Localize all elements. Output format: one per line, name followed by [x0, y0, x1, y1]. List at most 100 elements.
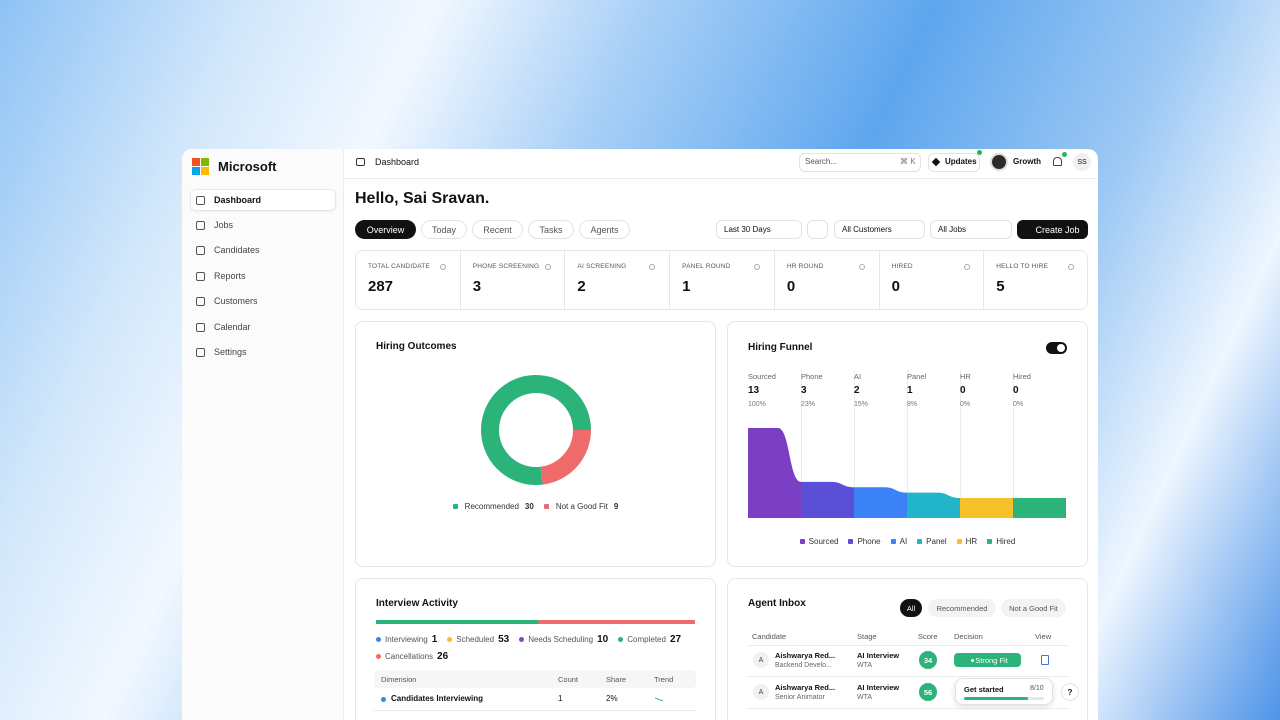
stats-divider	[773, 250, 775, 310]
stage-sub: WTA	[857, 693, 873, 701]
sidebar	[182, 149, 344, 720]
help[interactable]: ?	[1061, 683, 1079, 701]
create-job[interactable]: Create Job	[1017, 220, 1088, 239]
workspace-avatar[interactable]	[990, 153, 1008, 171]
legend-item: Recommended 30	[452, 501, 534, 511]
stat-label: HIRED	[891, 263, 913, 271]
tab[interactable]: Overview	[355, 220, 416, 239]
nav-icon	[196, 297, 205, 307]
filter[interactable]	[716, 220, 802, 239]
legend-label: Panel	[926, 536, 947, 546]
nav-item[interactable]: Customers	[214, 296, 258, 307]
tab[interactable]: Recent	[472, 220, 523, 239]
row-line	[374, 710, 696, 711]
card-title: Interview Activity	[376, 598, 458, 609]
legend-item: Not a Good Fit 9	[543, 501, 618, 511]
legend-item: Panel	[917, 536, 947, 546]
nav-item[interactable]: Dashboard	[214, 194, 262, 205]
funnel-segment	[801, 481, 854, 518]
donut-slice	[539, 429, 591, 485]
legend-item: HR	[956, 537, 977, 546]
stats-divider	[669, 250, 671, 310]
stat-label: PHONE SCREENING	[472, 263, 540, 271]
stage-divider	[907, 370, 908, 518]
logo-square	[192, 158, 200, 166]
legend-swatch	[890, 538, 896, 544]
row-line	[748, 645, 1068, 646]
nav-item[interactable]: Settings	[214, 347, 247, 357]
calendar-btn[interactable]	[807, 220, 828, 239]
filter-label: Last 30 Days	[724, 224, 771, 234]
legend-label: AI	[899, 536, 908, 546]
stat-value: 2	[577, 278, 586, 295]
card-title: Hiring Outcomes	[376, 341, 457, 352]
legend-swatch	[618, 637, 624, 642]
legend-value: 30	[524, 501, 534, 511]
stat-value: 5	[996, 278, 1005, 295]
stage-divider	[1013, 370, 1014, 518]
column-header: Stage	[857, 631, 877, 641]
topbar-divider	[344, 178, 1098, 179]
nav-icon	[196, 271, 205, 281]
stage-value: 13	[748, 385, 760, 396]
metric-label: Scheduled	[456, 635, 495, 644]
legend-item: Completed 27	[618, 634, 681, 645]
info-icon	[858, 264, 865, 270]
view-icon[interactable]	[1041, 655, 1049, 665]
stage-name: Sourced	[748, 371, 776, 381]
column-header: Share	[606, 674, 627, 684]
legend-swatch	[452, 503, 458, 509]
updates-icon: Updates	[945, 157, 977, 167]
stage-share: 0%	[960, 400, 971, 408]
legend-label: Not a Good Fit	[555, 501, 608, 511]
stage-value: 0	[1013, 385, 1019, 396]
search[interactable]	[799, 153, 921, 172]
nav-item[interactable]: Reports	[214, 270, 246, 281]
metric-value: 53	[498, 634, 510, 645]
legend-swatch	[917, 538, 923, 544]
metric-label: Completed	[627, 635, 666, 644]
filter[interactable]	[930, 220, 1012, 239]
column-header: Decision	[954, 631, 983, 641]
nav-item[interactable]: Jobs	[214, 220, 234, 230]
updates-btn[interactable]	[928, 153, 980, 172]
candidate-name: Aishwarya Red...	[775, 682, 836, 692]
legend-item: Needs Scheduling 10	[519, 634, 608, 645]
stats-divider	[459, 250, 461, 310]
row-line	[748, 676, 1068, 677]
legend-swatch	[519, 637, 525, 642]
nav-item[interactable]: Calendar	[214, 321, 251, 332]
stats-divider	[878, 250, 880, 310]
metric-label: Cancellations	[385, 652, 434, 661]
stage: AI Interview	[857, 650, 900, 660]
bell[interactable]	[1053, 157, 1062, 166]
onboarding[interactable]	[955, 678, 1053, 705]
search-shortcut: ⌘ K	[900, 157, 916, 167]
sidebar-toggle[interactable]	[356, 158, 365, 166]
nav-item[interactable]: Candidates	[214, 245, 260, 256]
info-icon	[649, 264, 656, 270]
inbox-filter[interactable]: All	[900, 599, 922, 617]
legend-label: Hired	[996, 536, 1016, 546]
inbox-filter[interactable]: Recommended	[928, 599, 996, 617]
inbox-filter[interactable]: Not a Good Fit	[1001, 599, 1066, 617]
stat-value: 287	[368, 278, 394, 295]
toggle-knob	[1057, 344, 1065, 352]
onboarding-label: Get started	[964, 684, 1004, 694]
nav-icon	[196, 195, 205, 205]
stage-share: 0%	[1013, 400, 1024, 408]
user-avatar[interactable]: SS	[1073, 153, 1091, 171]
stat-label: TOTAL CANDIDATE	[368, 263, 430, 271]
nav-active	[190, 189, 336, 211]
tab[interactable]: Today	[421, 220, 467, 239]
tab[interactable]: Tasks	[528, 220, 574, 239]
nav-icon	[196, 220, 205, 230]
tab[interactable]: Agents	[579, 220, 630, 239]
stage-name: Panel	[907, 371, 927, 381]
logo-square	[201, 158, 209, 166]
nav-icon	[196, 347, 205, 357]
score: 34	[919, 651, 937, 669]
metric-label: Needs Scheduling	[528, 635, 594, 644]
filter[interactable]	[834, 220, 925, 239]
